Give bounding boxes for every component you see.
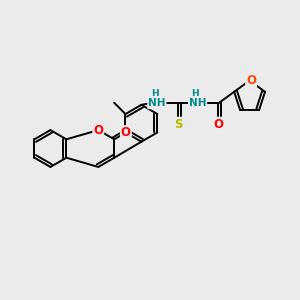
Text: S: S [174, 118, 182, 130]
Text: O: O [121, 126, 131, 139]
Text: H: H [191, 89, 199, 98]
Text: O: O [93, 124, 103, 136]
Text: H: H [151, 89, 158, 98]
Text: NH: NH [148, 98, 166, 108]
Text: O: O [213, 118, 224, 130]
Text: O: O [246, 74, 256, 87]
Text: NH: NH [189, 98, 206, 108]
